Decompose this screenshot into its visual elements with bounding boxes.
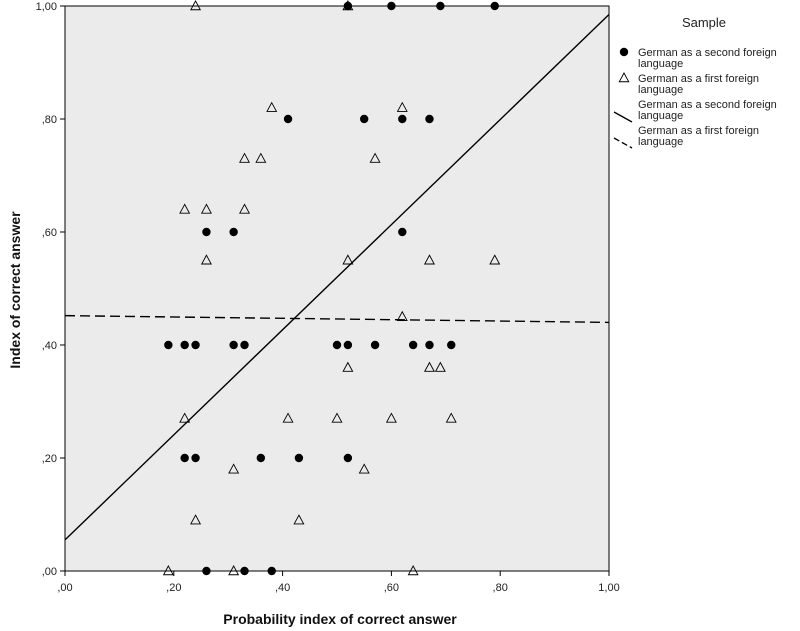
point-first-foreign: [358, 463, 370, 474]
point-first-foreign: [255, 152, 267, 163]
point-second-foreign: [408, 340, 418, 350]
x-tick-label: ,40: [275, 582, 290, 594]
point-first-foreign: [190, 514, 202, 525]
point-first-foreign: [434, 361, 446, 372]
point-first-foreign: [342, 0, 354, 11]
legend: Sample German as a second foreignlanguag…: [613, 15, 777, 149]
point-first-foreign: [200, 203, 212, 214]
x-tick-label: ,20: [166, 582, 181, 594]
point-second-foreign: [360, 114, 369, 124]
point-first-foreign: [423, 361, 435, 372]
data-points: [162, 0, 501, 576]
point-first-foreign: [228, 463, 240, 474]
point-second-foreign: [240, 340, 249, 350]
legend-label: German as a second foreign: [638, 47, 777, 59]
point-second-foreign: [436, 1, 445, 11]
point-second-foreign: [398, 227, 407, 237]
point-first-foreign: [445, 412, 457, 423]
point-first-foreign: [293, 514, 305, 525]
legend-label: German as a second foreign: [638, 99, 777, 111]
point-second-foreign: [229, 340, 238, 350]
point-first-foreign: [331, 412, 343, 423]
x-axis-title: Probability index of correct answer: [223, 611, 457, 627]
point-second-foreign: [202, 227, 211, 237]
plot-area: [64, 5, 610, 572]
x-tick-label: 1,00: [598, 582, 619, 594]
y-tick-label: ,20: [42, 453, 57, 465]
point-second-foreign: [343, 1, 353, 11]
point-second-foreign: [387, 1, 396, 11]
fit-lines: [64, 13, 610, 541]
point-first-foreign: [190, 0, 202, 11]
point-second-foreign: [343, 340, 353, 350]
point-second-foreign: [283, 114, 293, 124]
legend-marker-second-foreign: [619, 47, 629, 57]
point-second-foreign: [343, 453, 353, 463]
point-second-foreign: [180, 340, 189, 350]
legend-dashed-line: [613, 137, 633, 149]
point-second-foreign: [425, 340, 434, 350]
x-axis-ticks: ,00 ,20 ,40 ,60 ,80 1,00: [57, 571, 620, 594]
point-first-foreign: [179, 412, 191, 423]
legend-label: language: [638, 110, 683, 122]
point-first-foreign: [423, 254, 435, 265]
point-second-foreign: [447, 340, 456, 350]
point-second-foreign: [164, 340, 173, 350]
point-second-foreign: [229, 227, 238, 237]
point-first-foreign: [162, 565, 174, 576]
y-tick-label: ,60: [42, 227, 57, 239]
point-second-foreign: [398, 114, 407, 124]
x-tick-label: ,00: [57, 582, 72, 594]
point-second-foreign: [370, 340, 380, 350]
legend-title: Sample: [682, 15, 726, 30]
point-first-foreign: [266, 101, 278, 112]
point-second-foreign: [490, 1, 499, 11]
point-second-foreign: [191, 340, 200, 350]
y-tick-label: ,00: [42, 566, 57, 578]
point-first-foreign: [342, 254, 354, 265]
point-second-foreign: [332, 340, 342, 350]
point-second-foreign: [267, 566, 276, 576]
fit-line-second-foreign: [64, 13, 610, 541]
legend-label: language: [638, 136, 683, 148]
point-first-foreign: [228, 565, 240, 576]
legend-label: German as a first foreign: [638, 125, 759, 137]
legend-label: language: [638, 84, 683, 96]
point-second-foreign: [191, 453, 200, 463]
x-tick-label: ,60: [384, 582, 399, 594]
point-second-foreign: [294, 453, 304, 463]
point-first-foreign: [489, 254, 501, 265]
point-second-foreign: [425, 114, 434, 124]
point-first-foreign: [396, 101, 408, 112]
point-second-foreign: [202, 566, 211, 576]
y-tick-label: 1,00: [36, 1, 57, 13]
legend-marker-first-foreign: [618, 72, 630, 83]
y-axis-ticks: ,00 ,20 ,40 ,60 ,80 1,00: [36, 1, 65, 578]
fit-line-first-foreign: [64, 314, 610, 324]
point-second-foreign: [256, 453, 266, 463]
point-first-foreign: [369, 152, 381, 163]
point-first-foreign: [239, 152, 251, 163]
point-first-foreign: [385, 412, 397, 423]
point-first-foreign: [200, 254, 212, 265]
point-first-foreign: [179, 203, 191, 214]
y-axis-title: Index of correct answer: [7, 211, 23, 369]
point-first-foreign: [342, 361, 354, 372]
legend-label: German as a first foreign: [638, 73, 759, 85]
point-first-foreign: [396, 310, 408, 321]
point-second-foreign: [180, 453, 189, 463]
x-tick-label: ,80: [493, 582, 508, 594]
legend-solid-line: [613, 111, 633, 123]
point-first-foreign: [282, 412, 294, 423]
legend-label: language: [638, 58, 683, 70]
point-first-foreign: [239, 203, 251, 214]
point-second-foreign: [240, 566, 249, 576]
y-tick-label: ,40: [42, 340, 57, 352]
y-tick-label: ,80: [42, 114, 57, 126]
point-first-foreign: [407, 565, 419, 576]
